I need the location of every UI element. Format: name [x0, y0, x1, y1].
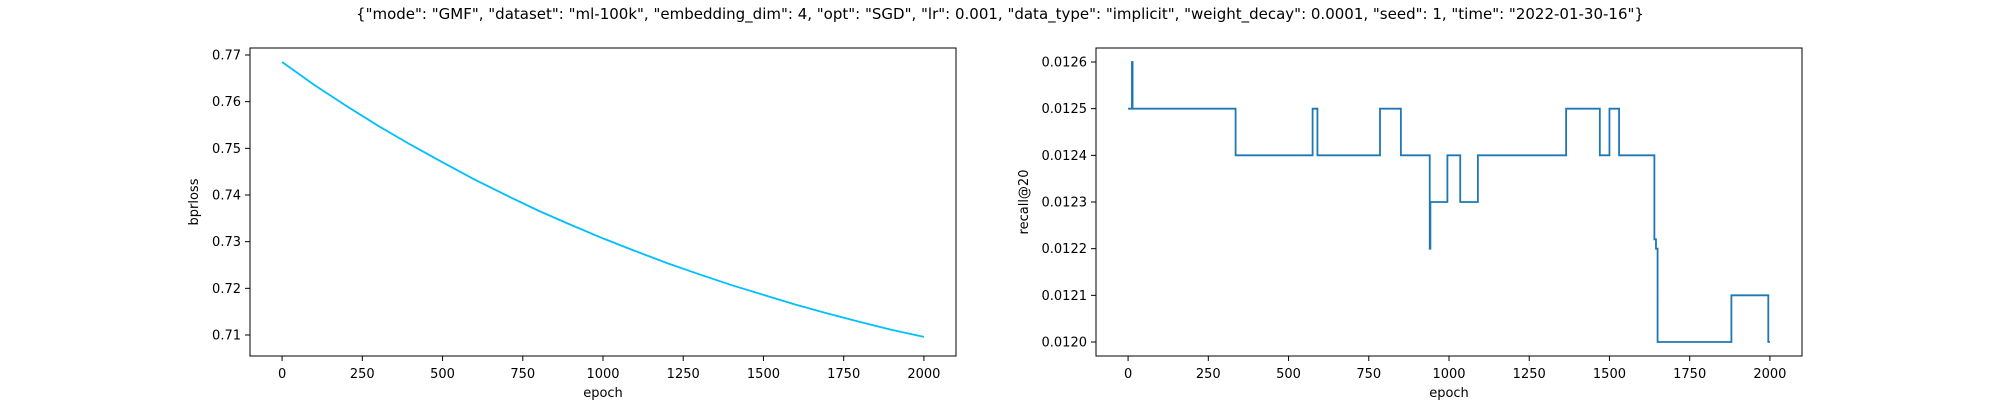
- y-tick-label: 0.73: [212, 235, 241, 250]
- x-tick-label: 1750: [827, 367, 860, 382]
- x-tick-label: 500: [430, 367, 455, 382]
- x-axis-label: epoch: [583, 386, 623, 400]
- y-tick-label: 0.0124: [1042, 149, 1088, 164]
- y-tick-label: 0.71: [212, 329, 241, 344]
- subplots: 0 250 500 750 1000 1250 1500 1750 2000 0.71 0.72 0.…: [187, 47, 1803, 400]
- x-tick-label: 750: [1356, 367, 1381, 382]
- x-tick-label: 1250: [667, 367, 700, 382]
- x-tick-label: 750: [510, 367, 535, 382]
- x-tick-label: 0: [1124, 367, 1132, 382]
- y-tick-label: 0.74: [212, 189, 241, 204]
- y-tick-label: 0.0121: [1042, 289, 1088, 304]
- x-tick-label: 2000: [1753, 367, 1786, 382]
- plot-frame: [249, 47, 957, 357]
- subplot-2: 0 250 500 750 1000 1250 1500 1750 2000 0.0120 0.01…: [1017, 47, 1803, 400]
- y-tick-label: 0.0126: [1042, 56, 1088, 71]
- x-tick-label: 1500: [1593, 367, 1626, 382]
- x-axis-label: epoch: [1429, 386, 1469, 400]
- y-tick-label: 0.0123: [1042, 196, 1088, 211]
- x-tick-label: 1750: [1673, 367, 1706, 382]
- x-tick-label: 1250: [1513, 367, 1546, 382]
- y-axis-label: bprloss: [187, 178, 202, 225]
- series-line-1: [1128, 61, 1770, 343]
- y-tick-label: 0.75: [212, 142, 241, 157]
- y-axis-label: recall@20: [1017, 170, 1032, 235]
- x-tick-label: 250: [350, 367, 375, 382]
- x-tick-label: 0: [278, 367, 286, 382]
- figure-title: {"mode": "GMF", "dataset": "ml-100k", "e…: [356, 5, 1644, 24]
- x-tick-label: 1000: [586, 367, 619, 382]
- y-tick-label: 0.0122: [1042, 242, 1088, 257]
- subplot-1: 0 250 500 750 1000 1250 1500 1750 2000 0.71 0.72 0.…: [187, 47, 957, 400]
- y-tick-label: 0.76: [212, 95, 241, 110]
- series-line-1: [281, 61, 925, 338]
- x-tick-label: 500: [1276, 367, 1301, 382]
- x-tick-label: 1500: [747, 367, 780, 382]
- y-tick-label: 0.77: [212, 49, 241, 64]
- plot-frame: [1095, 47, 1803, 357]
- y-tick-label: 0.72: [212, 282, 241, 297]
- x-tick-label: 250: [1196, 367, 1221, 382]
- x-tick-label: 2000: [907, 367, 940, 382]
- x-tick-label: 1000: [1432, 367, 1465, 382]
- y-tick-label: 0.0120: [1042, 336, 1088, 351]
- y-tick-label: 0.0125: [1042, 102, 1088, 117]
